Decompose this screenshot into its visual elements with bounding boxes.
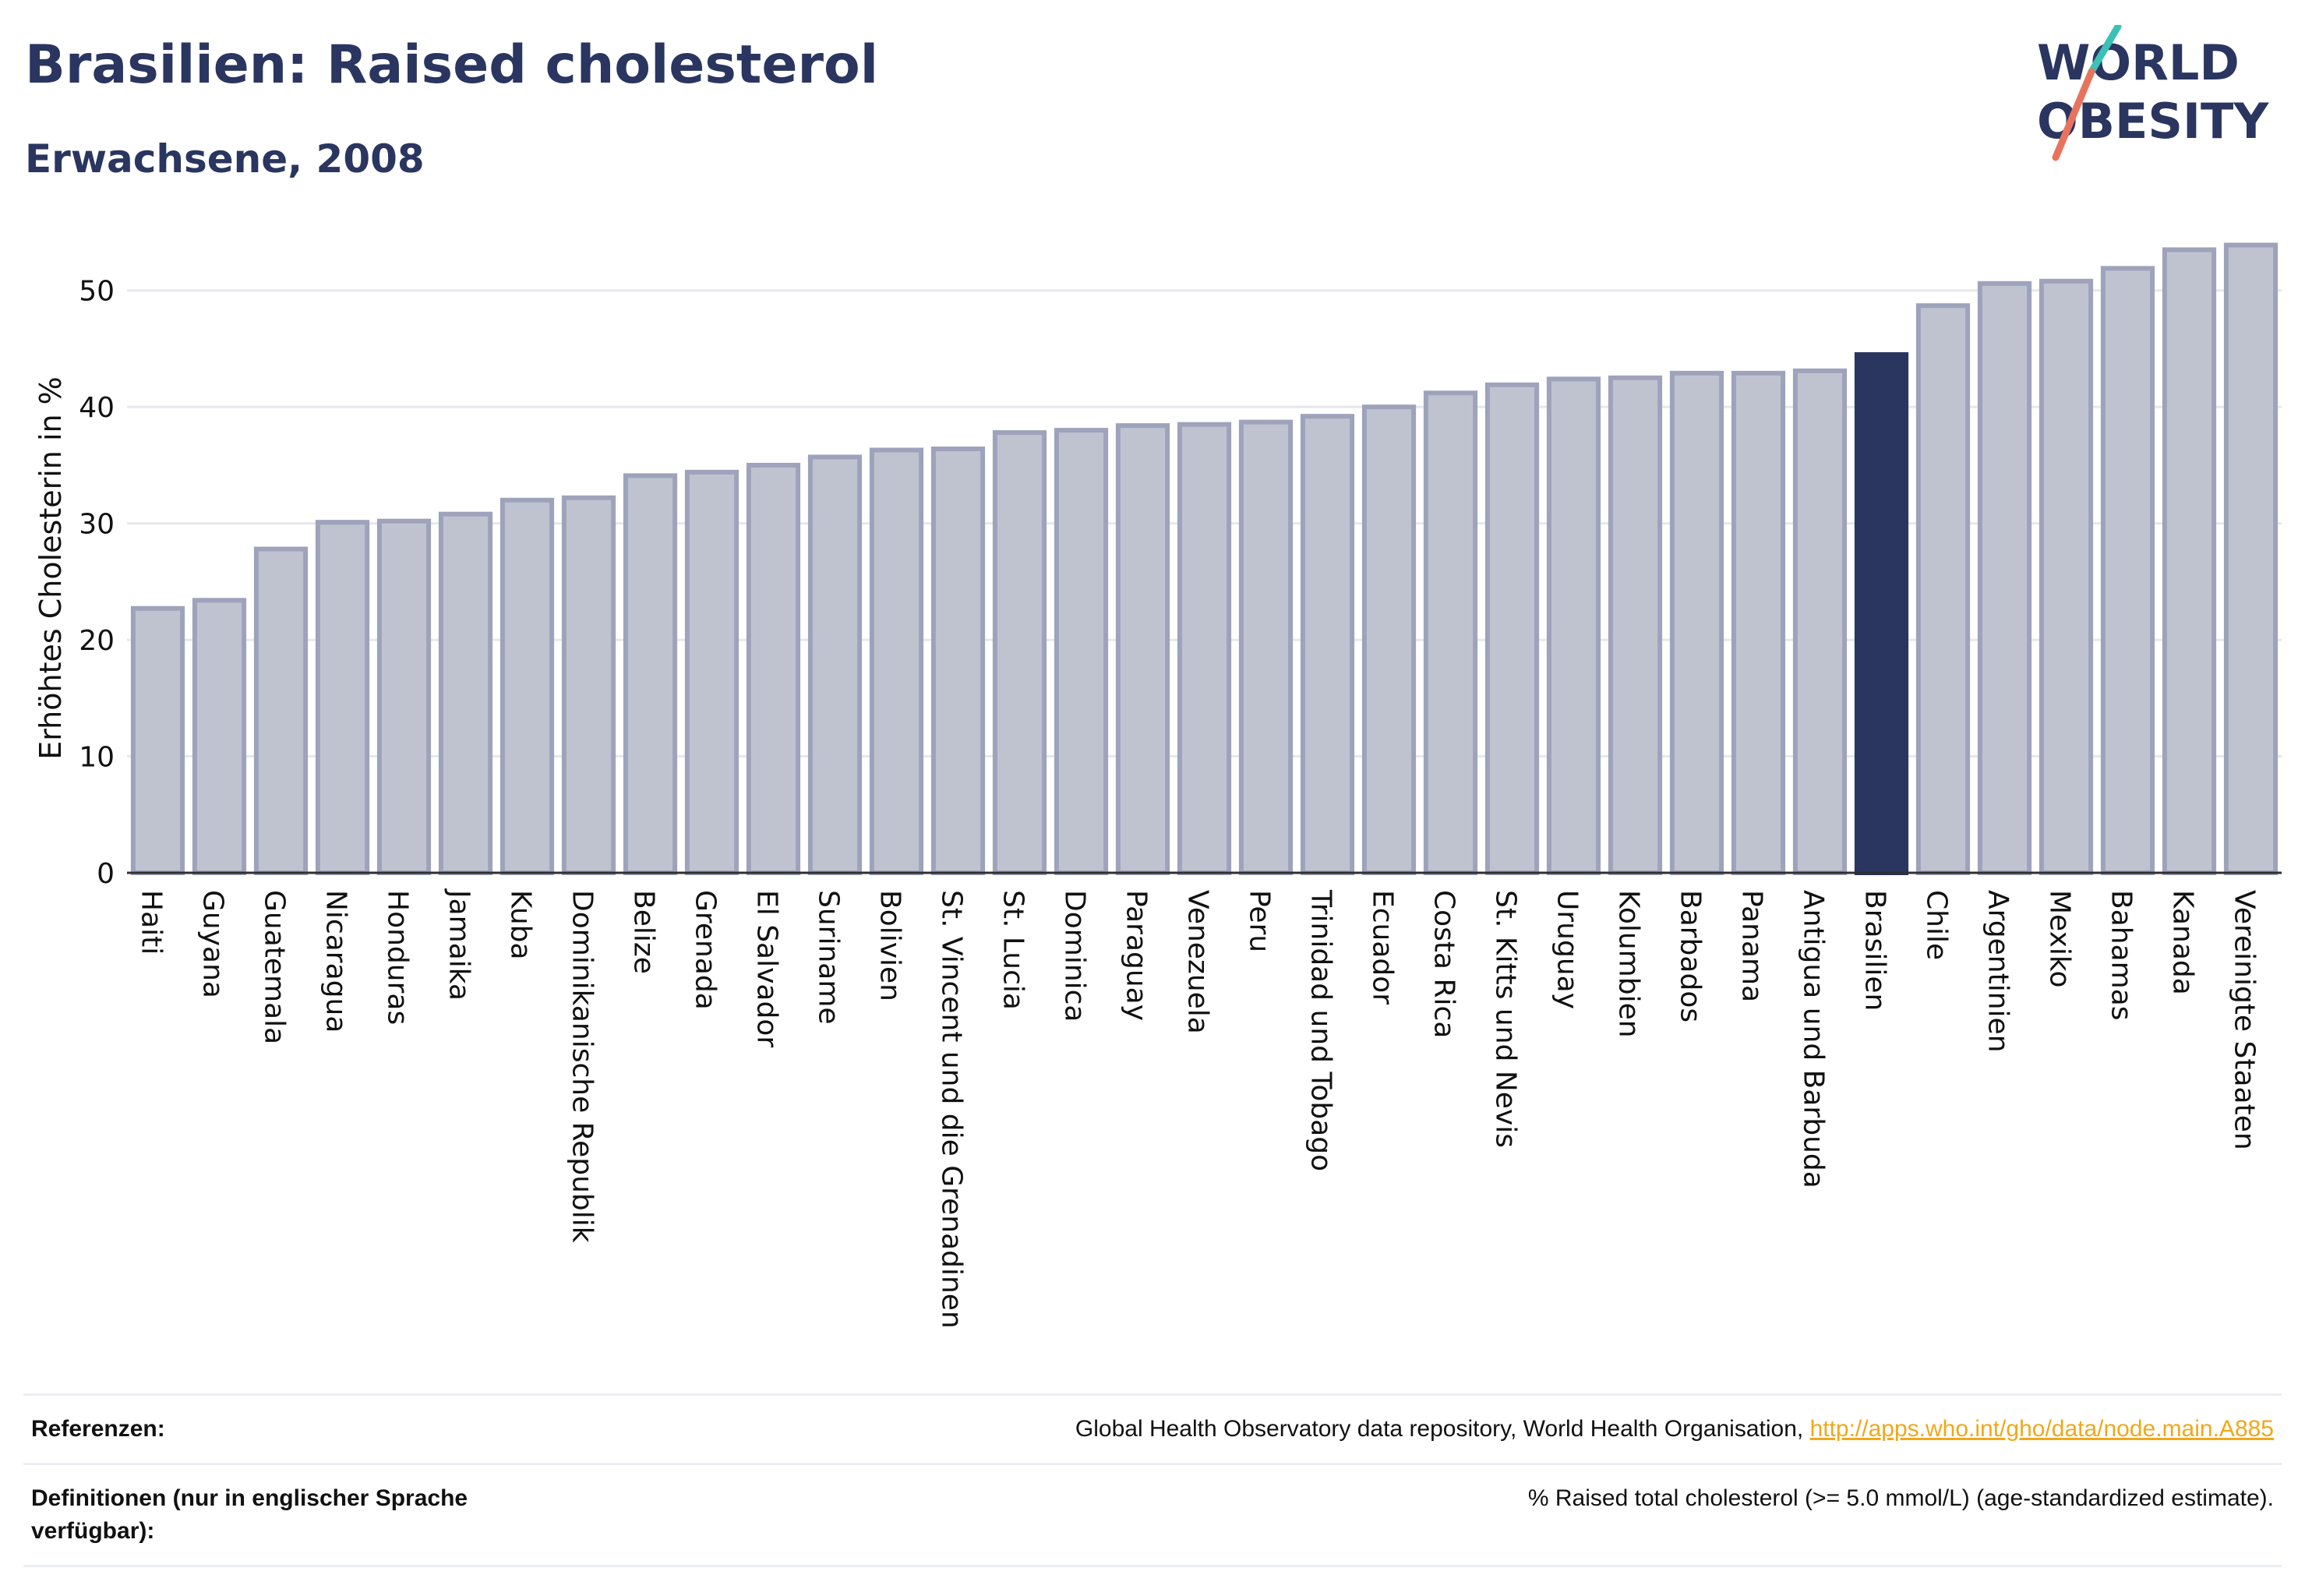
x-tick-label: Dominica: [1059, 890, 1091, 1022]
bar-bahamas: [2100, 266, 2155, 875]
y-tick-label: 50: [79, 276, 115, 308]
x-tick-label: Paraguay: [1121, 890, 1152, 1021]
references-row: Referenzen: Global Health Observatory da…: [23, 1393, 2282, 1463]
x-tick-label: Panama: [1736, 890, 1768, 1002]
x-tick-label: Argentinien: [1982, 890, 2014, 1053]
x-tick-label: Bolivien: [874, 890, 906, 1001]
bar-mexiko: [2038, 278, 2094, 875]
x-tick-label: St. Kitts und Nevis: [1490, 890, 1522, 1148]
x-tick-label: Belize: [628, 890, 660, 974]
y-tick-label: 0: [97, 858, 115, 890]
x-tick-label: Trinidad und Tobago: [1305, 889, 1337, 1171]
bar-trinidad-und-tobago: [1300, 414, 1355, 875]
x-tick-label: Venezuela: [1182, 890, 1214, 1034]
x-tick-label: Kolumbien: [1613, 890, 1645, 1038]
bar-grenada: [684, 469, 740, 875]
bar-kanada: [2162, 247, 2217, 876]
x-tick-label: Guyana: [197, 890, 229, 998]
bar-venezuela: [1177, 422, 1232, 875]
bar-guatemala: [253, 546, 309, 875]
references-link[interactable]: http://apps.who.int/gho/data/node.main.A…: [1809, 1416, 2274, 1442]
bar-kuba: [499, 497, 555, 876]
x-tick-label: Costa Rica: [1428, 890, 1460, 1038]
world-obesity-logo[interactable]: WORLD OBESITY: [2026, 25, 2291, 165]
y-tick-label: 10: [79, 742, 115, 774]
bar-belize: [623, 473, 678, 875]
definitions-value: % Raised total cholesterol (>= 5.0 mmol/…: [1527, 1485, 2274, 1511]
bar-peru: [1238, 419, 1294, 875]
bar-antigua-und-barbuda: [1792, 368, 1848, 876]
x-tick-label: Mexiko: [2044, 890, 2076, 987]
bar-costa-rica: [1423, 390, 1478, 876]
y-tick-label: 40: [79, 392, 115, 424]
x-tick-label: Bahamas: [2106, 890, 2137, 1021]
bar-paraguay: [1115, 423, 1170, 875]
x-tick-label: Uruguay: [1551, 890, 1583, 1009]
definitions-row: Definitionen (nur in englischer Sprache …: [23, 1463, 2282, 1567]
logo-line1: WORLD: [2037, 34, 2240, 91]
references-label: Referenzen:: [31, 1416, 165, 1442]
page-title: Brasilien: Raised cholesterol: [25, 34, 879, 96]
x-tick-label: Brasilien: [1859, 890, 1891, 1011]
x-tick-label: El Salvador: [751, 890, 783, 1047]
bar-vereinigte-staaten: [2223, 242, 2279, 875]
bar-guyana: [192, 598, 247, 875]
y-tick-labels: 0 10 20 30 40 50: [79, 276, 115, 890]
bar-jamaika: [438, 511, 493, 875]
bar-st-kitts-und-nevis: [1484, 382, 1540, 875]
bar-st-lucia: [992, 430, 1047, 875]
x-tick-label: Kanada: [2167, 890, 2199, 995]
x-tick-label: Nicaragua: [320, 890, 352, 1033]
references-table: Referenzen: Global Health Observatory da…: [23, 1393, 2282, 1567]
x-tick-label: Dominikanische Republik: [567, 890, 598, 1243]
references-value: Global Health Observatory data repositor…: [1075, 1413, 2274, 1446]
y-tick-label: 30: [79, 509, 115, 541]
bar-ecuador: [1361, 404, 1417, 875]
bar-kolumbien: [1608, 375, 1663, 875]
y-tick-label: 20: [79, 625, 115, 657]
bar-suriname: [807, 454, 863, 875]
x-tick-label: Suriname: [813, 890, 845, 1025]
bar-el-salvador: [746, 462, 801, 875]
bars: [130, 242, 2279, 876]
x-tick-label: St. Lucia: [997, 890, 1029, 1010]
x-tick-label: Vereinigte Staaten: [2229, 890, 2261, 1150]
x-tick-label: Barbados: [1675, 890, 1707, 1022]
x-tick-label: St. Vincent und die Grenadinen: [936, 890, 968, 1329]
x-tick-label: Grenada: [690, 890, 722, 1010]
y-axis-label: Erhöhtes Cholesterin in %: [34, 376, 68, 760]
logo-slash-teal: [2088, 25, 2122, 76]
bar-chart: 0 10 20 30 40 50 Haiti Guyana Guatemala Nicaragu…: [34, 242, 2282, 1329]
bar-uruguay: [1546, 376, 1601, 875]
x-tick-label: Jamaika: [443, 888, 475, 1001]
x-tick-label: Peru: [1244, 890, 1276, 952]
bar-panama: [1731, 370, 1786, 875]
x-tick-label: Guatemala: [259, 890, 291, 1044]
bar-haiti: [130, 606, 185, 875]
references-text: Global Health Observatory data repositor…: [1075, 1416, 1810, 1442]
x-tick-label: Honduras: [382, 890, 414, 1025]
bar-barbados: [1669, 370, 1724, 875]
definitions-label: Definitionen (nur in englischer Sprache …: [31, 1485, 468, 1544]
logo-slash-coral: [2052, 68, 2095, 161]
bar-argentinien: [1977, 281, 2032, 875]
page-subtitle: Erwachsene, 2008: [25, 136, 425, 182]
x-tick-label: Haiti: [136, 890, 168, 955]
x-tick-label: Chile: [1921, 890, 1953, 960]
bar-chile: [1915, 303, 1971, 875]
x-tick-labels: Haiti Guyana Guatemala Nicaragua Honduras Jam…: [136, 888, 2261, 1329]
bar-bolivien: [869, 447, 924, 875]
bar-honduras: [376, 518, 432, 875]
x-tick-label: Kuba: [505, 890, 537, 960]
bar-brasilien: [1854, 351, 1909, 876]
bar-dominikanische-republik: [561, 495, 616, 875]
bar-st-vincent-und-die-grenadinen: [930, 446, 986, 875]
bar-nicaragua: [315, 520, 370, 876]
x-tick-label: Ecuador: [1367, 890, 1399, 1005]
bar-dominica: [1054, 428, 1109, 875]
x-tick-label: Antigua und Barbuda: [1798, 890, 1830, 1188]
